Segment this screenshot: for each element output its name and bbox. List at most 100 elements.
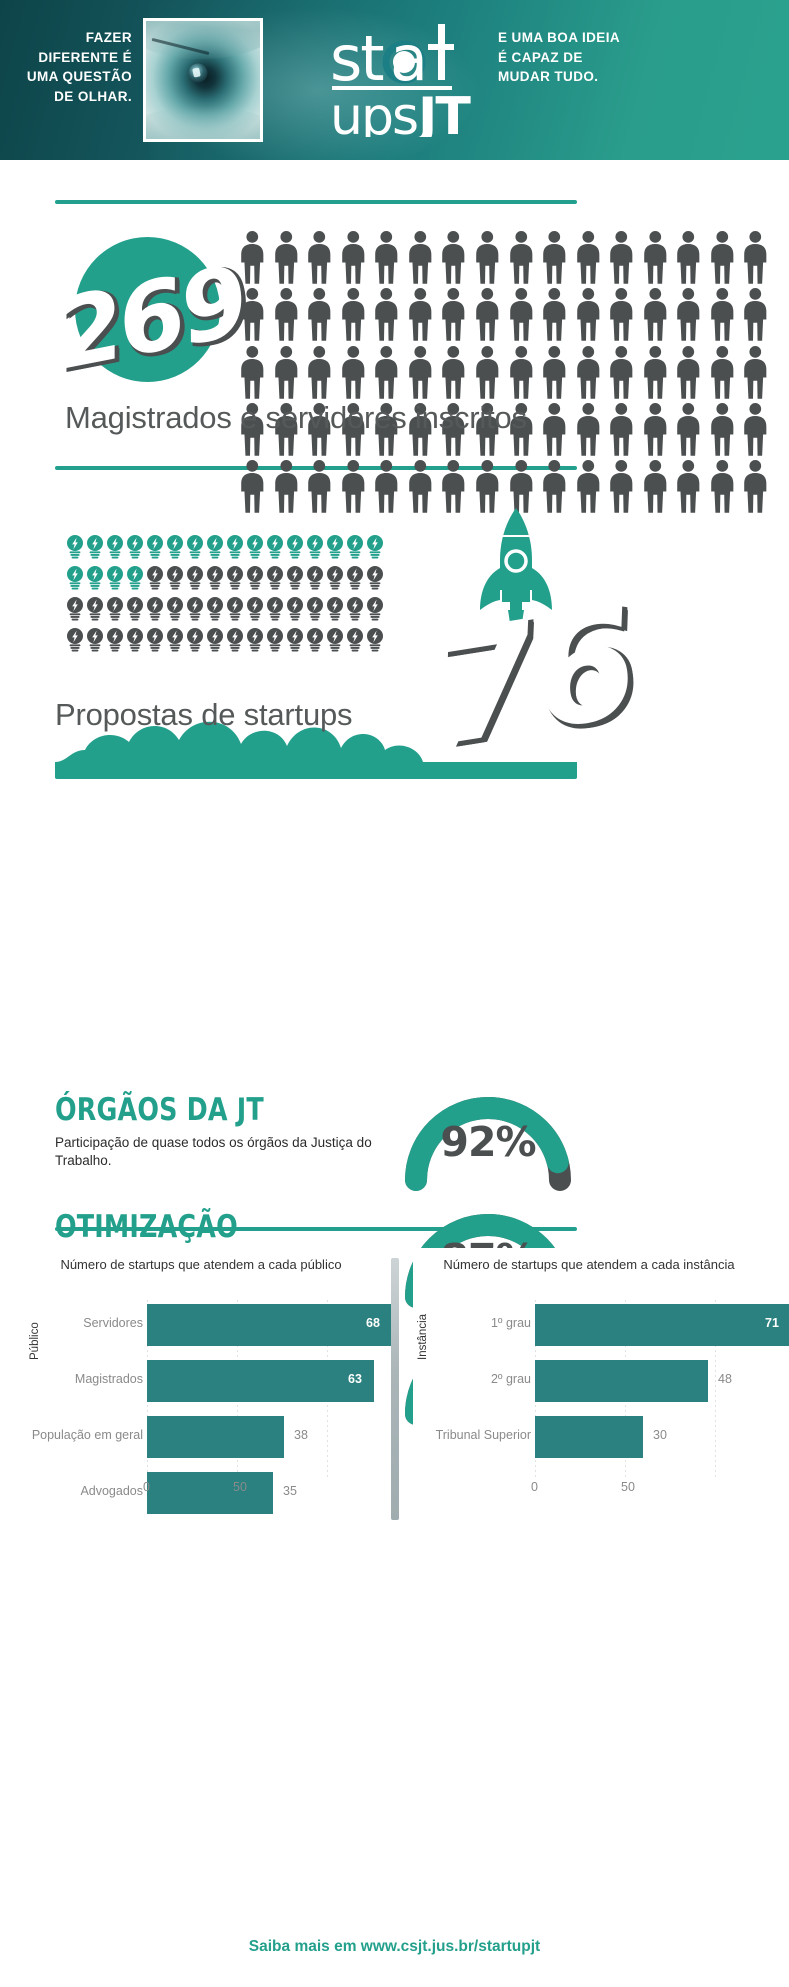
lightbulb-icon [146,534,164,560]
svg-text:st: st [330,22,383,95]
person-icon [538,345,571,400]
person-icon [639,287,672,342]
rocket-icon [478,506,554,636]
lightbulb-icon [66,627,84,653]
person-icon [337,287,370,342]
chart-instancia: Número de startups que atendem a cada in… [413,1248,789,1526]
person-icon [505,402,538,457]
person-icon [337,459,370,514]
lightbulb-pictogram-grid [66,534,384,653]
lightbulb-icon [366,534,384,560]
person-icon [303,230,336,285]
person-icon [739,287,772,342]
person-icon [404,402,437,457]
chart-x-axis: 0 50 [143,1480,327,1496]
eye-photo-frame [143,18,263,142]
bar-row: Advogados 35 [55,1472,361,1514]
person-icon [236,345,269,400]
gauge-percent-label: 92% [440,1118,536,1166]
person-icon [639,402,672,457]
bar-fill[interactable] [535,1416,643,1458]
bar-fill[interactable] [147,1304,392,1346]
lightbulb-icon [226,565,244,591]
person-icon [370,230,403,285]
person-icon [303,287,336,342]
bar-fill[interactable] [535,1360,708,1402]
person-icon [370,459,403,514]
bar-fill[interactable] [147,1360,374,1402]
chart-y-axis-label: Público [29,1322,41,1360]
x-tick-label: 0 [531,1480,538,1494]
lightbulb-icon [126,596,144,622]
lightbulb-icon [146,627,164,653]
person-icon [505,345,538,400]
person-icon [471,287,504,342]
lightbulb-icon [266,627,284,653]
person-icon [337,230,370,285]
lightbulb-icon [246,534,264,560]
lightbulb-icon [246,596,264,622]
lightbulb-icon [226,534,244,560]
charts-area: Número de startups que atendem a cada pú… [25,1248,789,1528]
lightbulb-icon [106,627,124,653]
lightbulb-icon [86,565,104,591]
stat-description: Participação de quase todos os órgãos da… [55,1135,372,1168]
bar-value-label: 35 [283,1484,297,1498]
lightbulb-icon [126,627,144,653]
person-icon [471,345,504,400]
person-icon [471,402,504,457]
person-icon [270,287,303,342]
person-icon [404,459,437,514]
person-icon [639,459,672,514]
lightbulb-icon [186,596,204,622]
bar-fill[interactable] [147,1416,284,1458]
lightbulb-icon [246,627,264,653]
lightbulb-icon [346,627,364,653]
x-tick-label: 50 [621,1480,635,1494]
chart-publico: Número de startups que atendem a cada pú… [25,1248,392,1526]
stat-title: ÓRGÃOS DA JT [55,1092,264,1128]
person-icon [706,287,739,342]
chart-x-axis: 0 50 [531,1480,715,1496]
divider-rule-1 [55,200,577,204]
bar-row: Servidores 68 [55,1304,392,1346]
lightbulb-icon [86,596,104,622]
participants-blob-shape [75,237,220,382]
person-icon [437,287,470,342]
bar-value-label: 38 [294,1428,308,1442]
lightbulb-icon [266,565,284,591]
bar-category-label: Advogados [80,1484,143,1498]
proposals-caption: Propostas de startups [55,697,353,732]
chart-divider [391,1258,399,1520]
lightbulb-icon [206,596,224,622]
bar-fill[interactable] [535,1304,789,1346]
person-icon [337,402,370,457]
lightbulb-icon [226,596,244,622]
chart-title: Número de startups que atendem a cada pú… [60,1257,342,1272]
bar-category-label: Servidores [83,1316,143,1330]
gridline [715,1300,716,1478]
bar-fill[interactable] [147,1472,273,1514]
person-icon [605,345,638,400]
lightbulb-icon [246,565,264,591]
person-icon [572,459,605,514]
header-banner: FAZER DIFERENTE É UMA QUESTÃO DE OLHAR. … [0,0,789,160]
person-icon [303,402,336,457]
person-icon [303,459,336,514]
lightbulb-icon [306,627,324,653]
lightbulb-icon [326,596,344,622]
bar-category-label: Magistrados [74,1372,143,1386]
lightbulb-icon [286,596,304,622]
person-icon [706,402,739,457]
lightbulb-icon [366,596,384,622]
person-icon [437,459,470,514]
person-icon [471,230,504,285]
bar-category-label: População em geral [31,1428,143,1442]
footer-link[interactable]: Saiba mais em www.csjt.jus.br/startupjt [248,1938,541,1955]
chart-title: Número de startups que atendem a cada in… [443,1257,735,1272]
lightbulb-icon [166,534,184,560]
lightbulb-icon [66,596,84,622]
person-icon [437,230,470,285]
participants-number: 269 [47,245,254,391]
lightbulb-icon [166,565,184,591]
